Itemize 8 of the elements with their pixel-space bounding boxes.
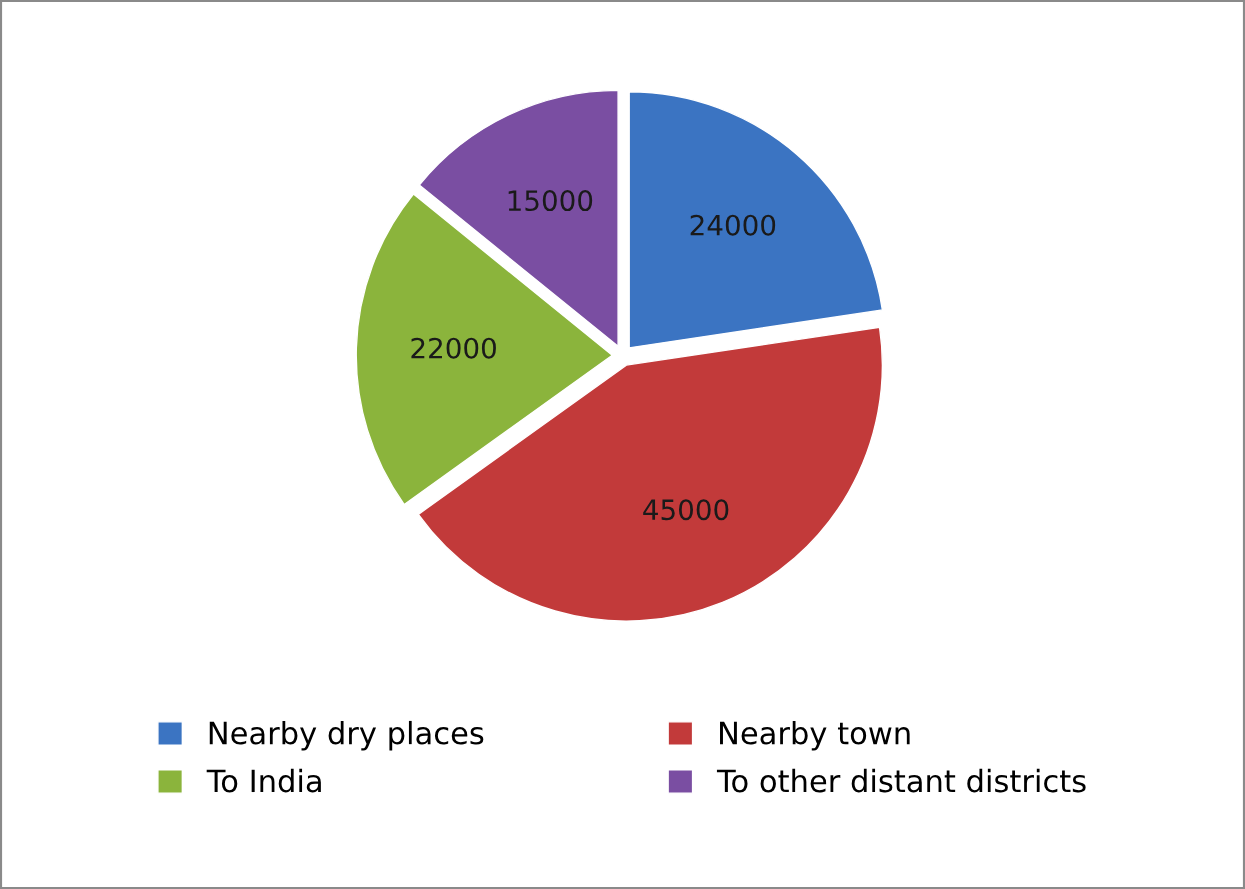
data-label: 15000 <box>508 190 593 212</box>
legend-label: To other distant districts <box>716 768 1086 793</box>
data-label: 45000 <box>643 499 729 521</box>
data-label: 24000 <box>690 214 776 236</box>
data-label: 22000 <box>411 337 496 359</box>
legend-label: To India <box>206 768 321 793</box>
legend-label: Nearby dry places <box>209 720 484 751</box>
legend-label: Nearby town <box>720 720 910 751</box>
